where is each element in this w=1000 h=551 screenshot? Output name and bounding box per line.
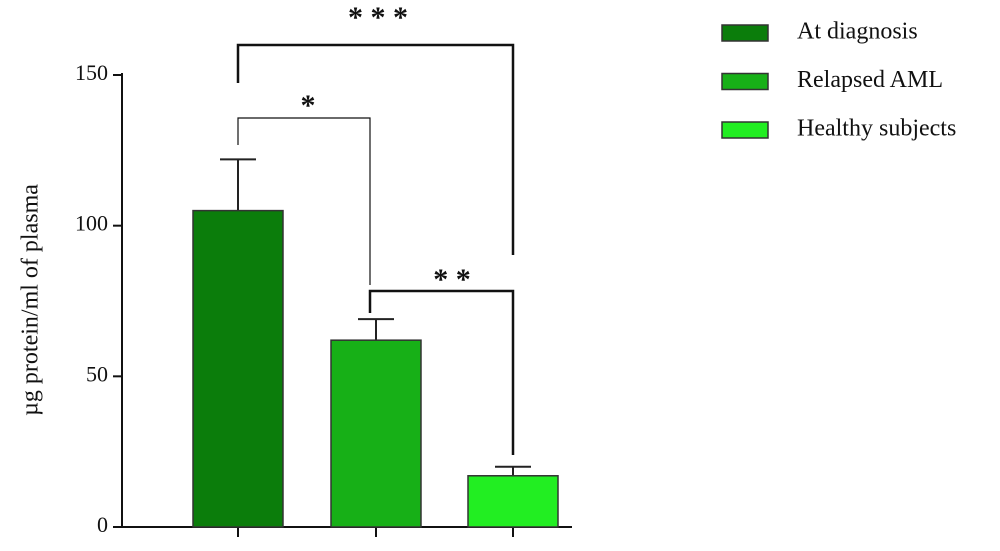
significance-label: * * [433, 263, 471, 296]
bar [192, 209, 284, 528]
legend-swatch [721, 72, 769, 91]
significance-bracket [368, 289, 515, 455]
legend-label: At diagnosis [797, 19, 918, 45]
significance-bracket [237, 117, 371, 285]
bar [467, 475, 559, 528]
significance-label: * [301, 89, 316, 122]
legend-swatch [721, 121, 769, 139]
y-tick-label: 150 [75, 60, 108, 85]
significance-label: * * * [348, 1, 408, 34]
bar [330, 339, 422, 528]
legend-label: Relapsed AML [797, 67, 943, 93]
legend-swatch [721, 24, 769, 42]
y-axis-label: µg protein/ml of plasma [18, 184, 44, 416]
significance-bracket [236, 43, 515, 255]
legend-label: Healthy subjects [797, 116, 956, 142]
y-tick-label: 100 [75, 211, 108, 236]
y-tick-label: 0 [97, 512, 108, 537]
y-tick-label: 50 [86, 361, 108, 386]
